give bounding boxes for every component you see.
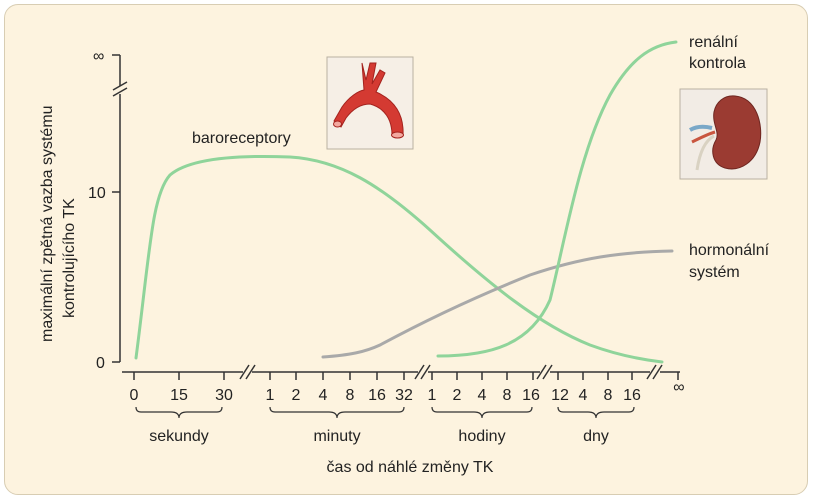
group-braces (135, 406, 635, 419)
y-tick-label-inf: ∞ (93, 48, 104, 65)
x-axis-breaks (239, 364, 663, 380)
x-tick-labels: 0 15 30 1 2 4 8 16 32 1 2 4 8 16 12 4 8 … (130, 379, 685, 404)
x-tick-label: 16 (522, 387, 540, 404)
y-tick-label-0: 0 (96, 355, 105, 372)
x-tick-label: 16 (623, 387, 641, 404)
group-label-dny: dny (583, 428, 609, 445)
label-hormonalni-line2: systém (689, 264, 740, 281)
x-tick-label: 16 (368, 387, 386, 404)
label-baroreceptory: baroreceptory (192, 130, 291, 147)
x-tick-label: 1 (266, 387, 275, 404)
x-tick-label-inf: ∞ (673, 379, 684, 396)
x-tick-label: 8 (503, 387, 512, 404)
x-tick-label: 4 (478, 387, 487, 404)
x-tick-label: 0 (130, 387, 139, 404)
x-tick-label: 2 (453, 387, 462, 404)
label-renalni-line2: kontrola (689, 55, 746, 72)
y-axis-break (112, 81, 128, 97)
x-tick-label: 8 (346, 387, 355, 404)
group-label-minuty: minuty (313, 428, 360, 445)
x-tick-label: 4 (579, 387, 588, 404)
aortic-arch-icon (326, 56, 414, 150)
kidney-icon (679, 88, 768, 180)
label-renalni-line1: renální (689, 34, 738, 51)
curve-baroreceptory (134, 154, 664, 364)
x-tick-label: 4 (319, 387, 328, 404)
x-axis-label: čas od náhlé změny TK (327, 459, 494, 476)
label-hormonalni-line1: hormonální (689, 242, 770, 259)
curve-renalni-kontrola (436, 40, 678, 358)
group-label-sekundy: sekundy (149, 428, 209, 445)
x-tick-label: 12 (551, 387, 569, 404)
y-axis-label-line2: kontrolujícího TK (61, 198, 78, 318)
y-axis-label-line1: maximální zpětná vazba systému (39, 105, 56, 342)
x-tick-label: 30 (215, 387, 233, 404)
group-label-hodiny: hodiny (458, 428, 505, 445)
x-tick-label: 1 (428, 387, 437, 404)
x-ticks (133, 372, 679, 380)
x-tick-label: 8 (604, 387, 613, 404)
x-tick-label: 2 (292, 387, 301, 404)
x-tick-label: 32 (395, 387, 413, 404)
x-tick-label: 15 (170, 387, 188, 404)
y-tick-label-10: 10 (88, 185, 106, 202)
curve-hormonalni-system (321, 249, 674, 359)
